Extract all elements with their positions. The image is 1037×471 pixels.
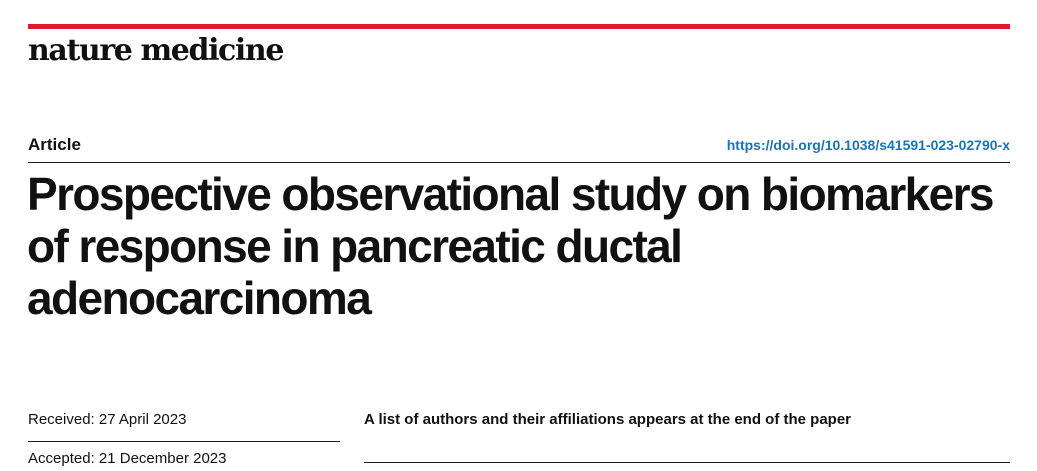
accepted-label: Accepted: <box>28 450 95 467</box>
authors-affiliations-note: A list of authors and their affiliations… <box>364 411 852 428</box>
accepted-value: 21 December 2023 <box>98 450 227 467</box>
received-date: Received: 27 April 2023 <box>28 411 186 428</box>
journal-name: nature medicine <box>28 33 284 68</box>
journal-accent-rule <box>28 24 1010 29</box>
header-divider <box>28 162 1010 163</box>
received-label: Received: <box>28 411 95 428</box>
doi-link[interactable]: https://doi.org/10.1038/s41591-023-02790… <box>726 137 1010 153</box>
accepted-date: Accepted: 21 December 2023 <box>28 450 226 467</box>
article-title: Prospective observational study on bioma… <box>27 168 995 324</box>
dates-divider <box>28 441 340 442</box>
authors-divider <box>364 462 1010 463</box>
article-type-label: Article <box>28 135 81 154</box>
received-value: 27 April 2023 <box>98 411 187 428</box>
